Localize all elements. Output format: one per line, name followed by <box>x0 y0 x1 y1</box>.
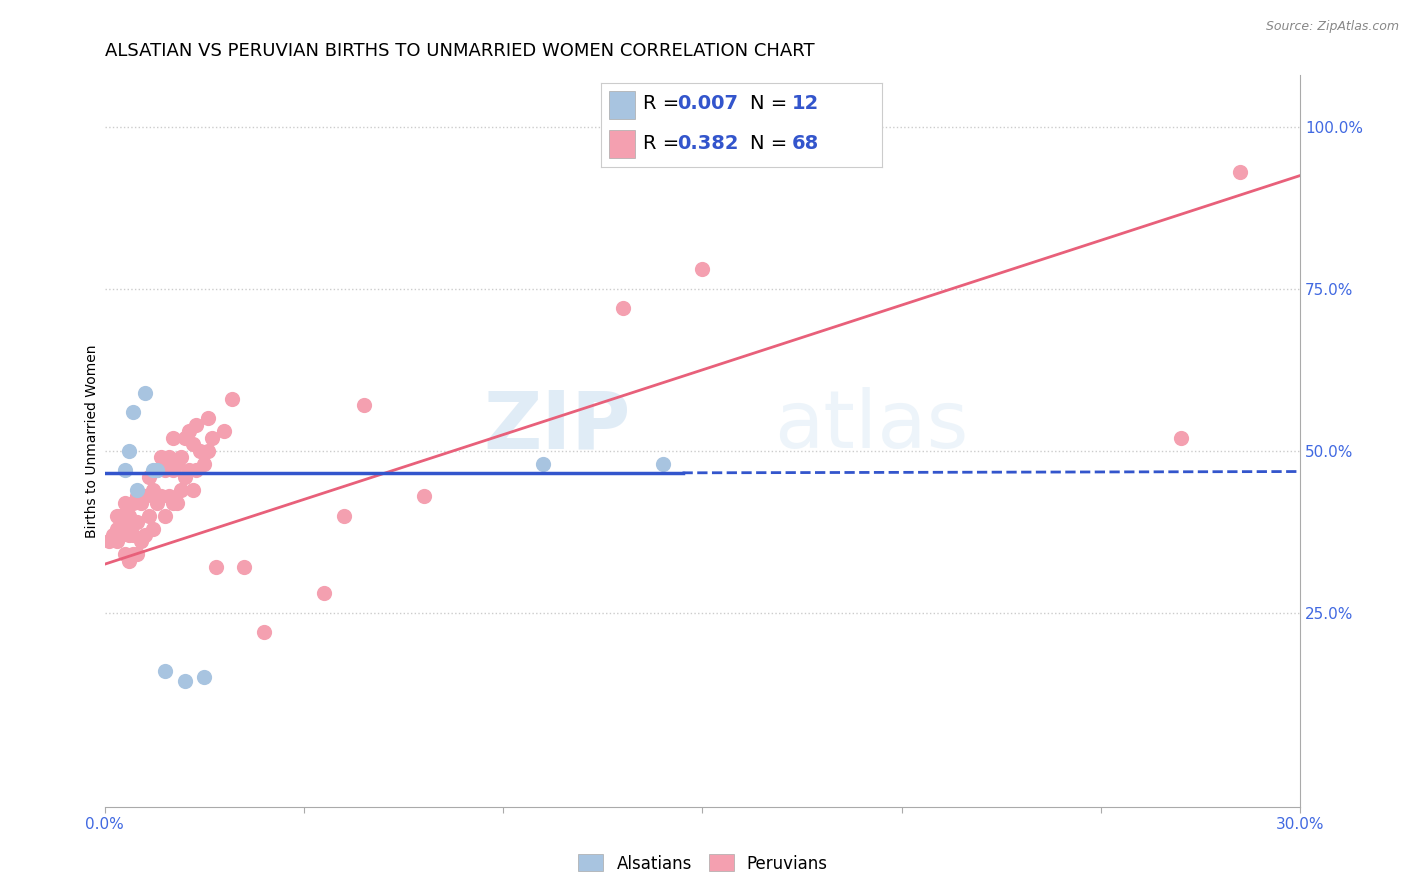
Point <box>173 469 195 483</box>
Point <box>125 548 148 562</box>
Point <box>253 625 276 640</box>
Point <box>153 463 176 477</box>
Point <box>177 463 200 477</box>
Point <box>190 443 212 458</box>
Point <box>166 495 188 509</box>
Point <box>651 457 673 471</box>
Point <box>97 534 120 549</box>
Point <box>221 392 243 406</box>
Point <box>197 411 219 425</box>
Point <box>114 463 136 477</box>
Point <box>110 508 132 523</box>
Point <box>125 515 148 529</box>
Point <box>129 534 152 549</box>
Text: atlas: atlas <box>775 387 969 466</box>
Point <box>114 522 136 536</box>
Point <box>214 425 236 439</box>
Point <box>129 495 152 509</box>
Point <box>118 554 141 568</box>
Point <box>157 450 180 465</box>
Point <box>162 431 184 445</box>
Point <box>181 483 204 497</box>
Point <box>197 443 219 458</box>
Point <box>412 489 434 503</box>
Point <box>153 664 176 678</box>
Point <box>173 431 195 445</box>
Point <box>233 560 256 574</box>
Point <box>134 489 156 503</box>
Point <box>169 450 191 465</box>
Point <box>186 417 208 432</box>
Text: ZIP: ZIP <box>484 387 631 466</box>
Point <box>531 457 554 471</box>
Point <box>121 405 143 419</box>
Legend: Alsatians, Peruvians: Alsatians, Peruvians <box>571 847 835 880</box>
Point <box>134 385 156 400</box>
Point <box>105 534 128 549</box>
Point <box>193 670 215 684</box>
Point <box>169 483 191 497</box>
Point <box>125 489 148 503</box>
Point <box>105 522 128 536</box>
Point <box>162 463 184 477</box>
Point <box>312 586 335 600</box>
Point <box>114 495 136 509</box>
Text: ALSATIAN VS PERUVIAN BIRTHS TO UNMARRIED WOMEN CORRELATION CHART: ALSATIAN VS PERUVIAN BIRTHS TO UNMARRIED… <box>105 42 814 60</box>
Point <box>125 483 148 497</box>
Point <box>333 508 356 523</box>
Point <box>157 489 180 503</box>
Point <box>118 443 141 458</box>
Point <box>118 508 141 523</box>
Point <box>173 673 195 688</box>
Point <box>1170 431 1192 445</box>
Point <box>121 548 143 562</box>
Point <box>145 463 167 477</box>
Point <box>186 463 208 477</box>
Point <box>138 469 160 483</box>
Point <box>193 457 215 471</box>
Point <box>149 450 172 465</box>
Point <box>1229 165 1251 179</box>
Point <box>138 508 160 523</box>
Point <box>114 548 136 562</box>
Point <box>101 528 124 542</box>
Point <box>162 495 184 509</box>
Point <box>142 483 165 497</box>
Point <box>134 528 156 542</box>
Point <box>177 425 200 439</box>
Point <box>121 528 143 542</box>
Text: Source: ZipAtlas.com: Source: ZipAtlas.com <box>1265 20 1399 33</box>
Point <box>153 508 176 523</box>
Point <box>181 437 204 451</box>
Point <box>692 262 714 277</box>
Point <box>121 495 143 509</box>
Point <box>201 431 224 445</box>
Point <box>142 522 165 536</box>
Point <box>205 560 228 574</box>
Point <box>166 457 188 471</box>
Point <box>149 489 172 503</box>
Point <box>105 508 128 523</box>
Point <box>142 463 165 477</box>
Point <box>110 528 132 542</box>
Point <box>145 495 167 509</box>
Point <box>612 301 634 316</box>
Y-axis label: Births to Unmarried Women: Births to Unmarried Women <box>86 344 100 538</box>
Point <box>118 528 141 542</box>
Point <box>353 399 375 413</box>
Point <box>145 463 167 477</box>
